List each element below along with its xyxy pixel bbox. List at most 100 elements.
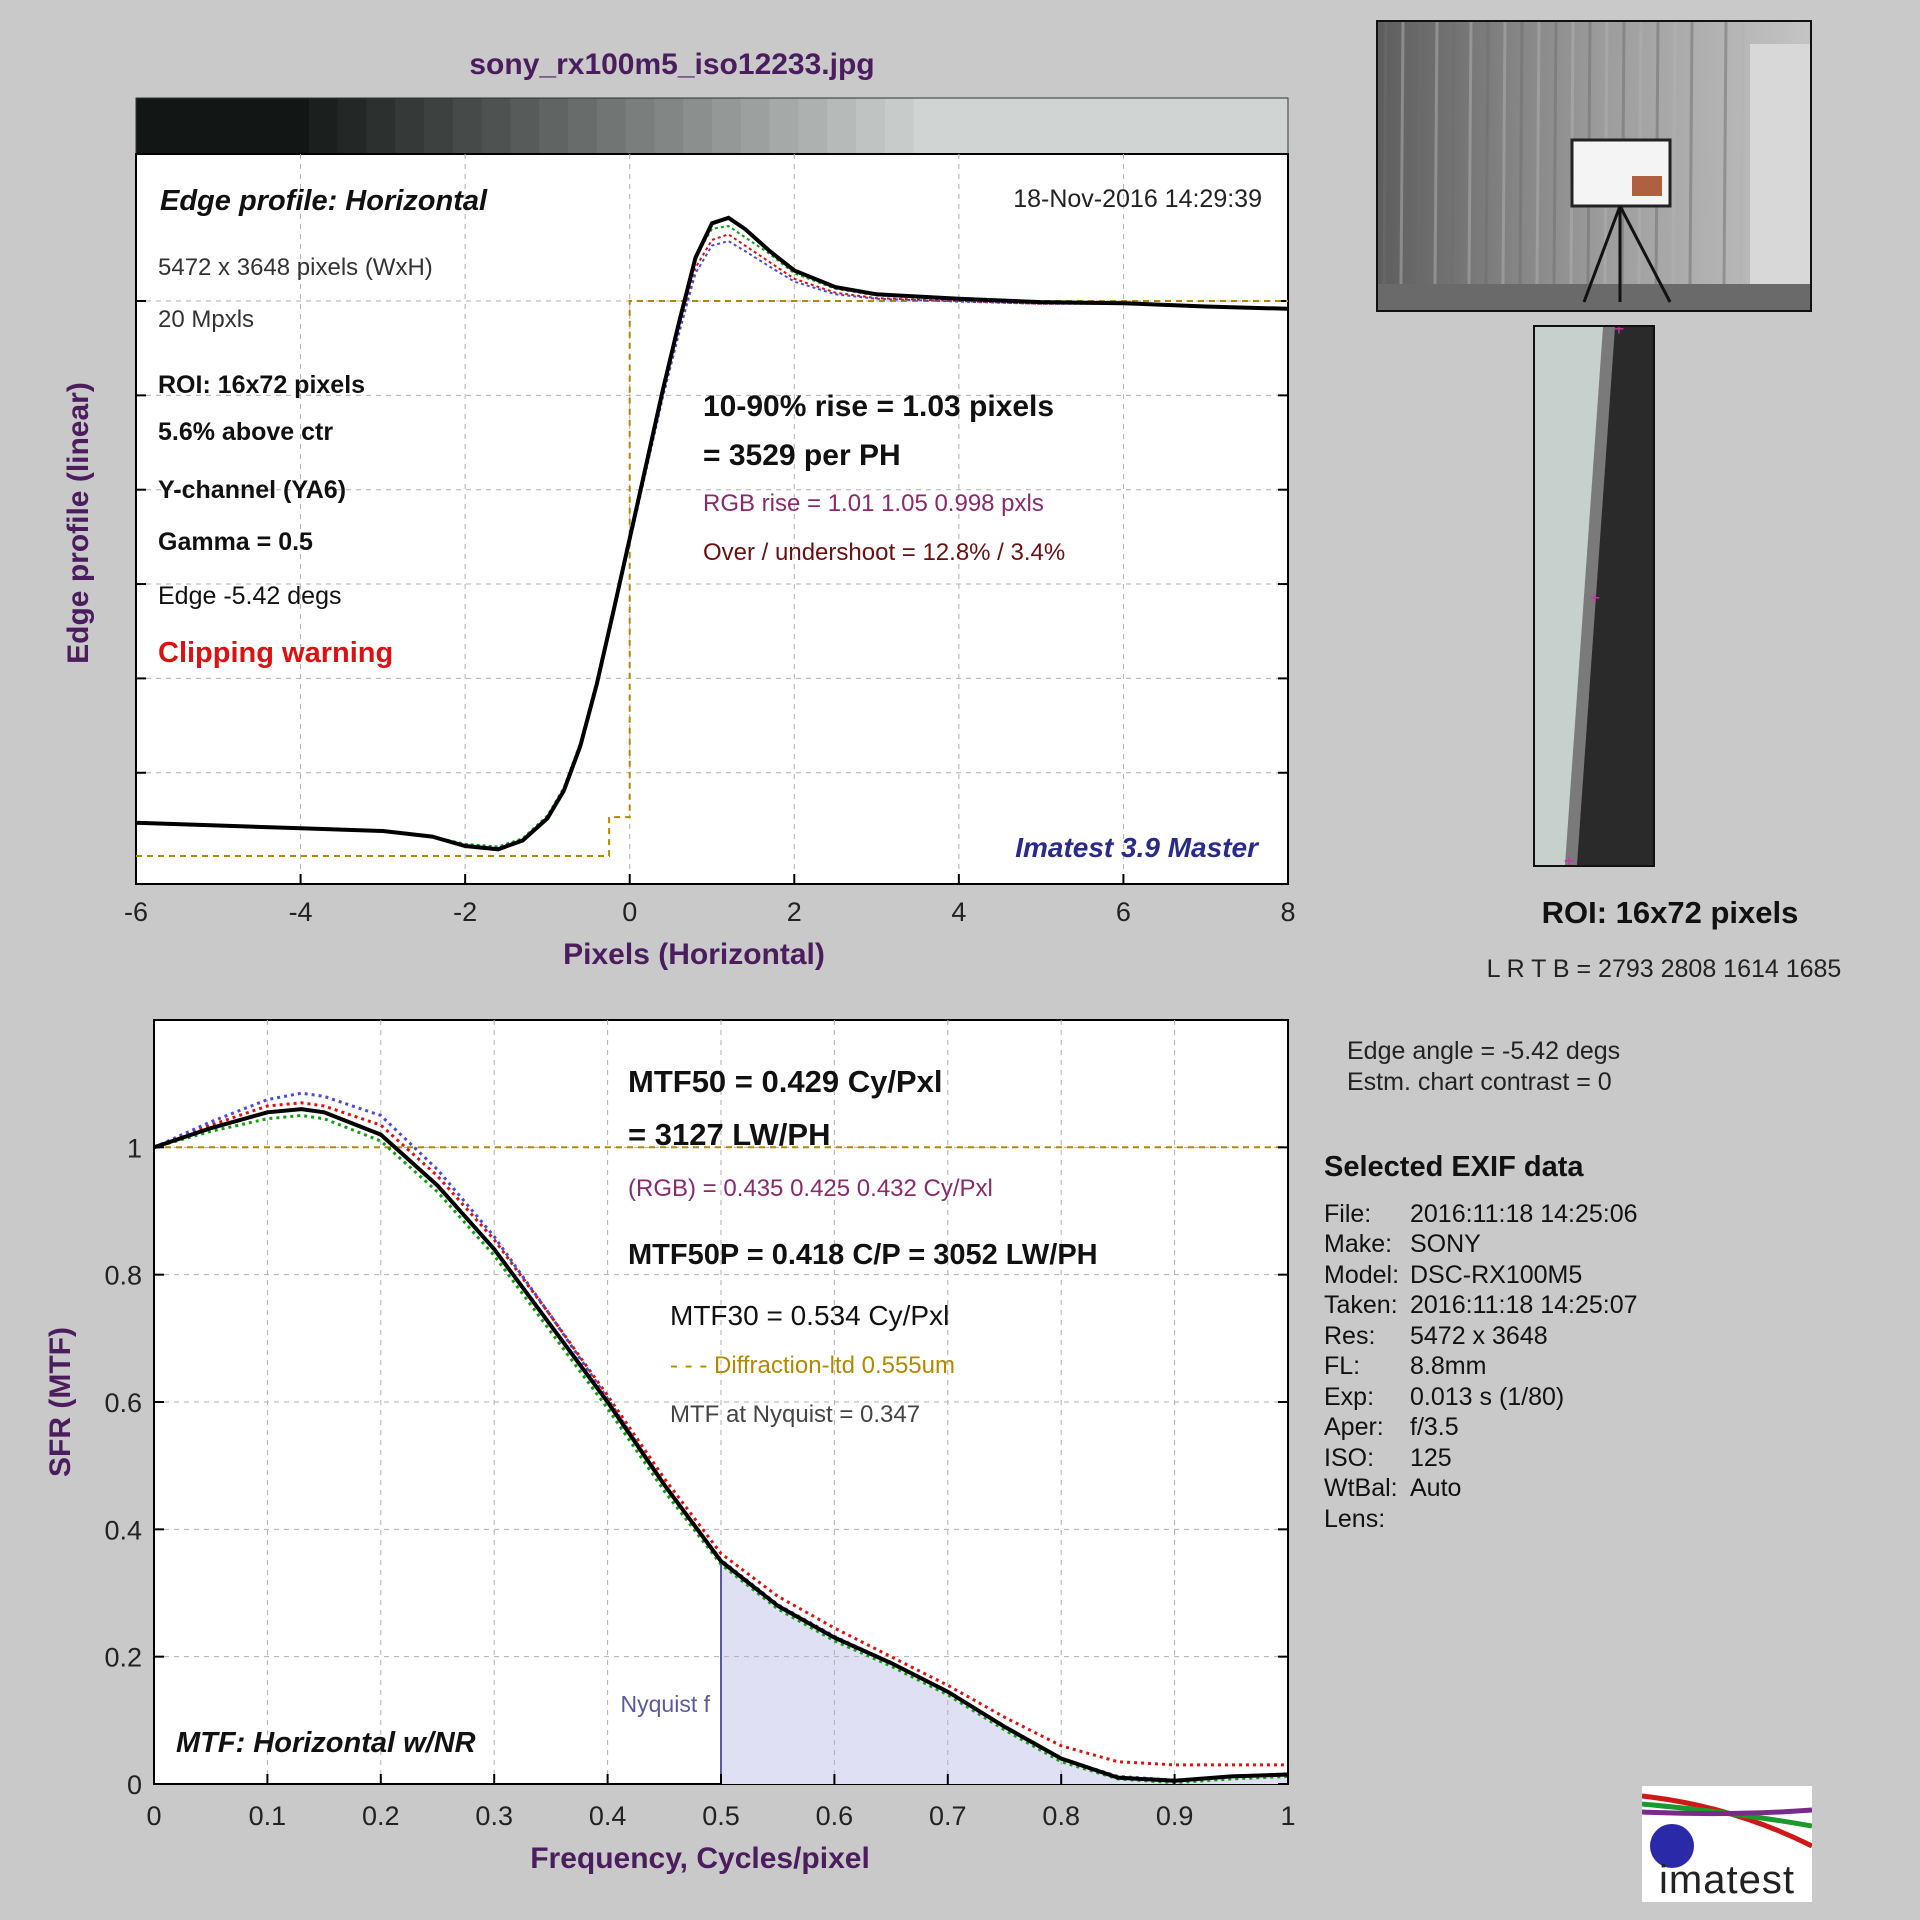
mtf-x-tick-label: 0.7: [929, 1801, 967, 1831]
edge-size: 5472 x 3648 pixels (WxH): [158, 254, 433, 281]
strip-patch: [337, 98, 368, 154]
logo-globe: [1650, 1824, 1694, 1868]
strip-patch: [884, 98, 915, 154]
strip-patch: [1172, 98, 1203, 154]
exif-key: Lens:: [1324, 1504, 1386, 1533]
mtf-grid: [154, 1020, 1288, 1784]
mtf-chart-label: MTF: Horizontal w/NR: [176, 1727, 476, 1759]
exif-rows: File: 2016:11:18 14:25:06 Make: SONY Model: D…: [1324, 1199, 1638, 1535]
roi-drawing: + + +: [1535, 327, 1653, 865]
roi-marker-bottom: +: [1564, 851, 1575, 865]
strip-patch: [395, 98, 425, 154]
curtain-fold: [1535, 22, 1541, 285]
exif-row: Model: DSC-RX100M5: [1324, 1260, 1638, 1291]
curtain-fold: [1688, 22, 1694, 285]
strip-patch: [971, 98, 1001, 154]
mtf-x-tick-label: 0: [146, 1801, 161, 1831]
curtain-fold: [1739, 22, 1745, 285]
floor: [1378, 284, 1810, 310]
strip-patch: [740, 98, 771, 154]
test-chart: [1570, 138, 1672, 208]
roi-marker-top: +: [1614, 327, 1625, 339]
strip-patch: [1115, 98, 1145, 154]
strip-patch: [942, 98, 973, 154]
strip-patch: [1144, 98, 1174, 154]
imatest-logo: imatest: [1642, 1786, 1812, 1902]
roi-label: ROI: 16x72 pixels: [1542, 895, 1799, 930]
curtain-fold: [1671, 22, 1677, 285]
strip-patch: [366, 98, 397, 154]
strip-patch: [222, 98, 253, 154]
nyquist-label: Nyquist f: [621, 1691, 711, 1717]
strip-patch: [596, 98, 627, 154]
curtain-fold: [1722, 22, 1728, 285]
exif-key: ISO:: [1324, 1443, 1375, 1472]
curtain-fold: [1416, 22, 1422, 285]
exif-row: ISO: 125: [1324, 1443, 1638, 1474]
strip-patch: [136, 98, 166, 154]
mtf-y-tick-label: 0.2: [104, 1643, 142, 1673]
file-title: sony_rx100m5_iso12233.jpg: [469, 48, 874, 81]
grayscale-strip: [135, 97, 1289, 155]
edge-x-tick-label: 2: [787, 897, 802, 927]
edge-x-tick-label: 6: [1116, 897, 1131, 927]
edge-date: 18-Nov-2016 14:29:39: [1013, 185, 1262, 213]
mtf-x-tick-label: 0.2: [362, 1801, 400, 1831]
exif-value: 8.8mm: [1410, 1352, 1487, 1380]
clipping-warning: Clipping warning: [158, 637, 393, 669]
mtf-x-axis-label: Frequency, Cycles/pixel: [530, 1842, 870, 1875]
curtain-fold: [1518, 22, 1524, 285]
logo-text: imatest: [1659, 1858, 1795, 1902]
edge-angle-summary: Edge angle = -5.42 degs: [1347, 1037, 1620, 1065]
exif-key: WtBal:: [1324, 1474, 1398, 1502]
tripod-leg-left: [1582, 205, 1622, 303]
strip-patch: [308, 98, 339, 154]
curtain-fold: [1450, 22, 1456, 285]
curtain-fold: [1552, 22, 1558, 285]
mtf-x-tick-label: 1: [1280, 1801, 1295, 1831]
strip-patch: [625, 98, 656, 154]
roi-dark-side: [1573, 327, 1653, 865]
mtf50: MTF50 = 0.429 Cy/Pxl: [628, 1064, 942, 1099]
edge-rgb-rise: RGB rise = 1.01 1.05 0.998 pxls: [703, 490, 1044, 517]
curtain-fold: [1399, 22, 1405, 285]
edge-above: 5.6% above ctr: [158, 418, 333, 446]
edge-x-tick-label: -2: [453, 897, 477, 927]
mtf-at-nyquist: MTF at Nyquist = 0.347: [670, 1401, 920, 1428]
mtf-y-ticks: 0 0.2 0.4 0.6 0.8 1: [104, 1133, 1288, 1800]
strip-patch: [251, 98, 281, 154]
strip-patch: [539, 98, 569, 154]
tripod-leg-right: [1618, 205, 1672, 303]
exif-key: Res:: [1324, 1321, 1376, 1350]
strip-patch: [769, 98, 800, 154]
strip-patch: [712, 98, 742, 154]
edge-mpxls: 20 Mpxls: [158, 306, 254, 333]
mtf-y-tick-label: 1: [127, 1133, 142, 1163]
curtain-fold: [1705, 22, 1711, 285]
logo-graphic: [1642, 1793, 1812, 1868]
exif-key: Taken:: [1324, 1291, 1398, 1319]
strip-patch: [683, 98, 713, 154]
strip-patch: [1201, 98, 1232, 154]
exif-value: Auto: [1410, 1474, 1462, 1502]
mtf-y-tick-label: 0.8: [104, 1261, 142, 1291]
edge-series-y: [135, 215, 1289, 852]
curtain-fold: [1467, 22, 1473, 285]
logo-purple-swoosh: [1642, 1807, 1812, 1817]
mtf-series: [153, 1091, 1289, 1785]
mtf-x-tick-label: 0.3: [475, 1801, 513, 1831]
curtain-fold: [1484, 22, 1490, 285]
edge-rise: 10-90% rise = 1.03 pixels: [703, 390, 1054, 423]
edge-plot-frame: [135, 153, 1289, 885]
mtf-y-tick-label: 0.6: [104, 1388, 142, 1418]
nyquist-fill-area: [721, 1561, 1288, 1784]
scene-drawing: [1378, 22, 1810, 310]
mtf-rgb: (RGB) = 0.435 0.425 0.432 Cy/Pxl: [628, 1175, 993, 1202]
edge-overshoot: Over / undershoot = 12.8% / 3.4%: [703, 539, 1065, 566]
strip-patch: [1000, 98, 1030, 154]
mtf50-lwph: = 3127 LW/PH: [628, 1117, 830, 1152]
exif-key: FL:: [1324, 1352, 1361, 1380]
wall-panel: [1750, 44, 1810, 310]
edge-ideal-step: [136, 300, 1288, 857]
